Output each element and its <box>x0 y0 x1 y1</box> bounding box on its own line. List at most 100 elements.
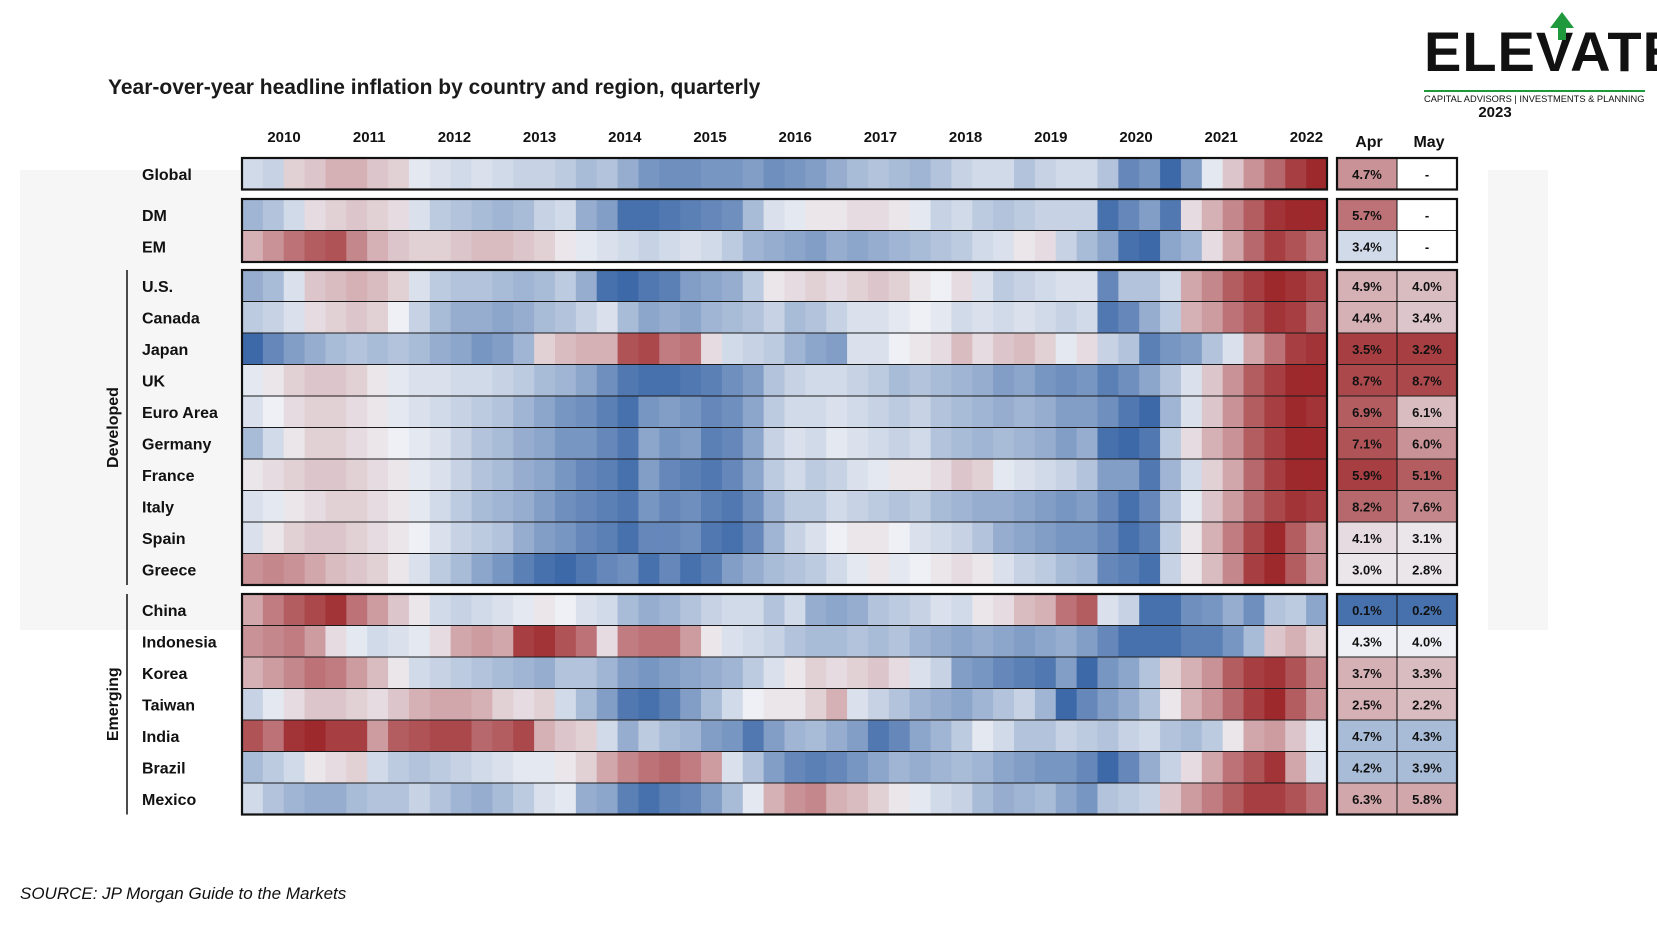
heatmap-cell-uk <box>701 364 723 396</box>
latest-cell-global-apr <box>1337 158 1397 190</box>
heatmap-cell-italy <box>1180 490 1203 522</box>
heatmap-cell-india <box>1201 720 1224 752</box>
heatmap-cell-euro-area <box>1160 396 1182 428</box>
heatmap-cell-japan <box>1243 333 1266 365</box>
heatmap-cell-china <box>534 594 556 626</box>
heatmap-cell-japan <box>763 333 786 365</box>
heatmap-cell-mexico <box>513 783 535 815</box>
heatmap-cell-canada <box>972 301 994 333</box>
latest-cell-taiwan-apr <box>1337 688 1397 720</box>
heatmap-cell-euro-area <box>242 396 264 428</box>
heatmap-cell-france <box>972 459 994 491</box>
year-label-2011: 2011 <box>353 129 386 146</box>
heatmap-cell-india <box>367 720 389 752</box>
heatmap-cell-france <box>1034 459 1057 491</box>
heatmap-cell-korea <box>283 657 306 689</box>
heatmap-cell-u-s <box>951 270 973 302</box>
heatmap-cell-india <box>575 720 598 752</box>
heatmap-cell-uk <box>346 364 368 396</box>
heatmap-cell-greece <box>1201 553 1224 585</box>
heatmap-cell-india <box>388 720 410 752</box>
latest-cell-germany-may <box>1397 427 1457 459</box>
heatmap-cell-dm <box>1160 199 1182 231</box>
heatmap-cell-germany <box>450 427 473 459</box>
heatmap-cell-greece <box>680 553 702 585</box>
heatmap-cell-germany <box>1180 427 1203 459</box>
heatmap-cell-uk <box>951 364 973 396</box>
heatmap-cell-china <box>1264 594 1286 626</box>
heatmap-cell-spain <box>805 522 827 554</box>
heatmap-cell-france <box>1055 459 1078 491</box>
year-label-2014: 2014 <box>608 129 642 146</box>
heatmap-cell-u-s <box>659 270 681 302</box>
heatmap-cell-u-s <box>1180 270 1203 302</box>
heatmap-cell-em <box>1118 230 1140 262</box>
heatmap-cell-brazil <box>304 751 327 783</box>
heatmap-cell-spain <box>763 522 786 554</box>
heatmap-cell-em <box>659 230 681 262</box>
company-logo: ELEVATE CAPITAL ADVISORS | INVESTMENTS &… <box>1424 10 1657 105</box>
heatmap-cell-mexico <box>867 783 890 815</box>
latest-value-em-may: - <box>1425 239 1429 254</box>
heatmap-cell-greece <box>1097 553 1119 585</box>
heatmap-cell-korea <box>826 657 848 689</box>
heatmap-cell-italy <box>1139 490 1161 522</box>
heatmap-cell-germany <box>742 427 765 459</box>
heatmap-cell-indonesia <box>805 625 827 657</box>
heatmap-cell-u-s <box>617 270 640 302</box>
heatmap-cell-china <box>951 594 973 626</box>
heatmap-cell-taiwan <box>826 688 848 720</box>
heatmap-cell-mexico <box>534 783 556 815</box>
heatmap-cell-canada <box>450 301 473 333</box>
heatmap-cell-u-s <box>534 270 556 302</box>
heatmap-cell-korea <box>701 657 723 689</box>
heatmap-cell-korea <box>1180 657 1203 689</box>
heatmap-cell-u-s <box>1285 270 1307 302</box>
heatmap-cell-dm <box>450 199 473 231</box>
heatmap-cell-em <box>1034 230 1057 262</box>
heatmap-cell-korea <box>1201 657 1224 689</box>
heatmap-cell-canada <box>784 301 806 333</box>
heatmap-cell-u-s <box>575 270 598 302</box>
heatmap-cell-greece <box>659 553 681 585</box>
heatmap-cell-em <box>638 230 660 262</box>
heatmap-cell-korea <box>1076 657 1099 689</box>
heatmap-cell-china <box>1180 594 1203 626</box>
latest-cell-taiwan-may <box>1397 688 1457 720</box>
heatmap-cell-japan <box>283 333 306 365</box>
heatmap-cell-japan <box>826 333 848 365</box>
latest-cell-japan-apr <box>1337 333 1397 365</box>
heatmap-cell-canada <box>1139 301 1161 333</box>
heatmap-cell-uk <box>993 364 1015 396</box>
heatmap-cell-indonesia <box>408 625 431 657</box>
heatmap-cell-uk <box>888 364 911 396</box>
heatmap-cell-mexico <box>1076 783 1099 815</box>
latest-cell-uk-may <box>1397 364 1457 396</box>
row-label-euro-area: Euro Area <box>142 405 218 422</box>
heatmap-cell-india <box>283 720 306 752</box>
heatmap-cell-france <box>1201 459 1224 491</box>
heatmap-cell-em <box>1201 230 1224 262</box>
heatmap-cell-mexico <box>847 783 869 815</box>
heatmap-cell-canada <box>659 301 681 333</box>
heatmap-cell-india <box>867 720 890 752</box>
heatmap-cell-india <box>1139 720 1161 752</box>
heatmap-cell-italy <box>951 490 973 522</box>
heatmap-cell-italy <box>805 490 827 522</box>
heatmap-cell-canada <box>638 301 660 333</box>
heatmap-cell-euro-area <box>262 396 285 428</box>
heatmap-cell-euro-area <box>1180 396 1203 428</box>
heatmap-cell-u-s <box>1306 270 1328 302</box>
heatmap-cell-india <box>1222 720 1245 752</box>
heatmap-cell-dm <box>701 199 723 231</box>
heatmap-cell-greece <box>617 553 640 585</box>
heatmap-cell-taiwan <box>262 688 285 720</box>
heatmap-cell-u-s <box>325 270 347 302</box>
heatmap-cell-italy <box>596 490 619 522</box>
heatmap-cell-france <box>784 459 806 491</box>
heatmap-cell-dm <box>242 199 264 231</box>
heatmap-cell-italy <box>909 490 932 522</box>
heatmap-cell-global <box>1264 158 1286 190</box>
heatmap-cell-greece <box>367 553 389 585</box>
heatmap-cell-dm <box>1306 199 1328 231</box>
